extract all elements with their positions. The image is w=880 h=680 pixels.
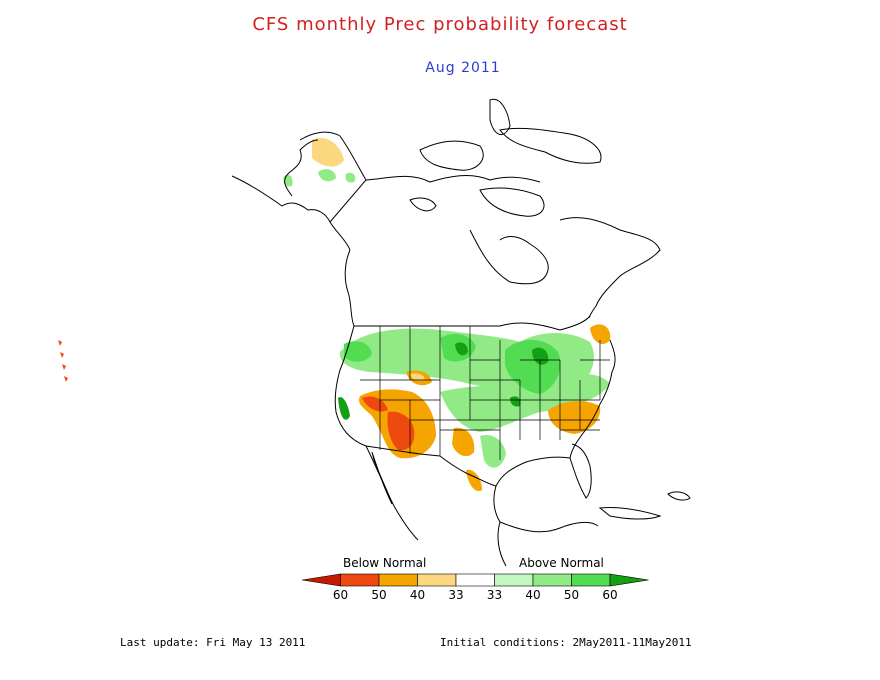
- hispaniola: [667, 491, 691, 501]
- above-normal-texas: [480, 434, 506, 468]
- legend-above-normal-label: Above Normal: [519, 556, 604, 570]
- above-normal-core-2: [532, 347, 549, 365]
- above-normal-montana: [344, 341, 372, 362]
- legend-tick-label: 60: [333, 588, 348, 602]
- legend-tick-label: 33: [448, 588, 463, 602]
- state-lines-west: [360, 326, 471, 456]
- us-west-coast: [334, 325, 367, 447]
- alaska-outline: [231, 131, 367, 251]
- us-east-coast: [569, 339, 616, 459]
- us-mexico-border: [365, 445, 497, 487]
- florida: [569, 443, 592, 499]
- below-normal-hawaii: [58, 340, 68, 382]
- legend-tick-label: 33: [487, 588, 502, 602]
- above-normal-alaska-3: [345, 172, 356, 183]
- map-title: CFS monthly Prec probability forecast: [252, 14, 628, 35]
- legend-color-bar: 60 50 40 33 33 40 50 60: [301, 573, 649, 602]
- baja-california: [371, 451, 393, 505]
- below-normal-nevada: [362, 396, 388, 412]
- cuba: [598, 507, 662, 520]
- legend-swatch-above-33: [494, 573, 534, 587]
- legend-swatch-above-40: [532, 573, 572, 587]
- state-lines-central: [440, 340, 521, 460]
- mexico-outline: [365, 445, 507, 567]
- hudson-bay: [469, 229, 549, 285]
- greenland: [499, 127, 602, 164]
- below-normal-oklahoma: [452, 427, 475, 457]
- above-normal-core-1: [455, 342, 468, 356]
- map-subtitle: Aug 2011: [425, 60, 501, 76]
- above-normal-core-3: [510, 396, 521, 407]
- legend-tick-label: 40: [525, 588, 540, 602]
- central-america: [499, 521, 599, 533]
- below-normal-alaska: [312, 138, 344, 167]
- below-normal-south-texas: [466, 469, 482, 492]
- alaska-west-coast: [284, 139, 319, 197]
- state-border-layer: [360, 326, 610, 460]
- above-normal-alaska-1: [318, 169, 336, 182]
- legend-swatch-below-50: [340, 573, 380, 587]
- below-normal-new-england: [590, 324, 611, 344]
- legend-tick-label: 40: [410, 588, 425, 602]
- legend-swatch-normal: [455, 573, 495, 587]
- arctic-islands-2: [489, 98, 511, 135]
- legend-tick-label: 50: [371, 588, 386, 602]
- legend-tick-label: 60: [602, 588, 617, 602]
- initial-conditions-text: Initial conditions: 2May2011-11May2011: [440, 636, 692, 649]
- below-normal-wyoming-light: [410, 373, 425, 381]
- coastline-layer: [231, 98, 691, 567]
- canada-west-coast: [344, 249, 355, 327]
- last-update-text: Last update: Fri May 13 2011: [120, 636, 306, 649]
- state-lines-east: [520, 340, 610, 440]
- arctic-islands-1: [419, 140, 484, 171]
- below-normal-new-mexico: [387, 411, 415, 451]
- probability-fill-layer: [58, 138, 611, 492]
- legend-swatch-above-60: [609, 573, 649, 587]
- legend-swatch-below-60: [301, 573, 341, 587]
- labrador-coast: [559, 217, 661, 318]
- legend-swatch-below-40: [378, 573, 418, 587]
- below-normal-southeast: [548, 401, 601, 434]
- above-normal-california: [338, 396, 350, 420]
- arctic-islands-4: [409, 197, 437, 212]
- legend-swatch-above-50: [571, 573, 611, 587]
- arctic-islands-3: [479, 187, 545, 217]
- legend-below-normal-label: Below Normal: [343, 556, 427, 570]
- gulf-coast: [493, 456, 571, 523]
- above-normal-midwest: [440, 373, 610, 432]
- arctic-coast: [365, 175, 541, 183]
- us-canada-border: [354, 315, 591, 331]
- legend-tick-label: 50: [564, 588, 579, 602]
- legend-swatch-below-33: [417, 573, 457, 587]
